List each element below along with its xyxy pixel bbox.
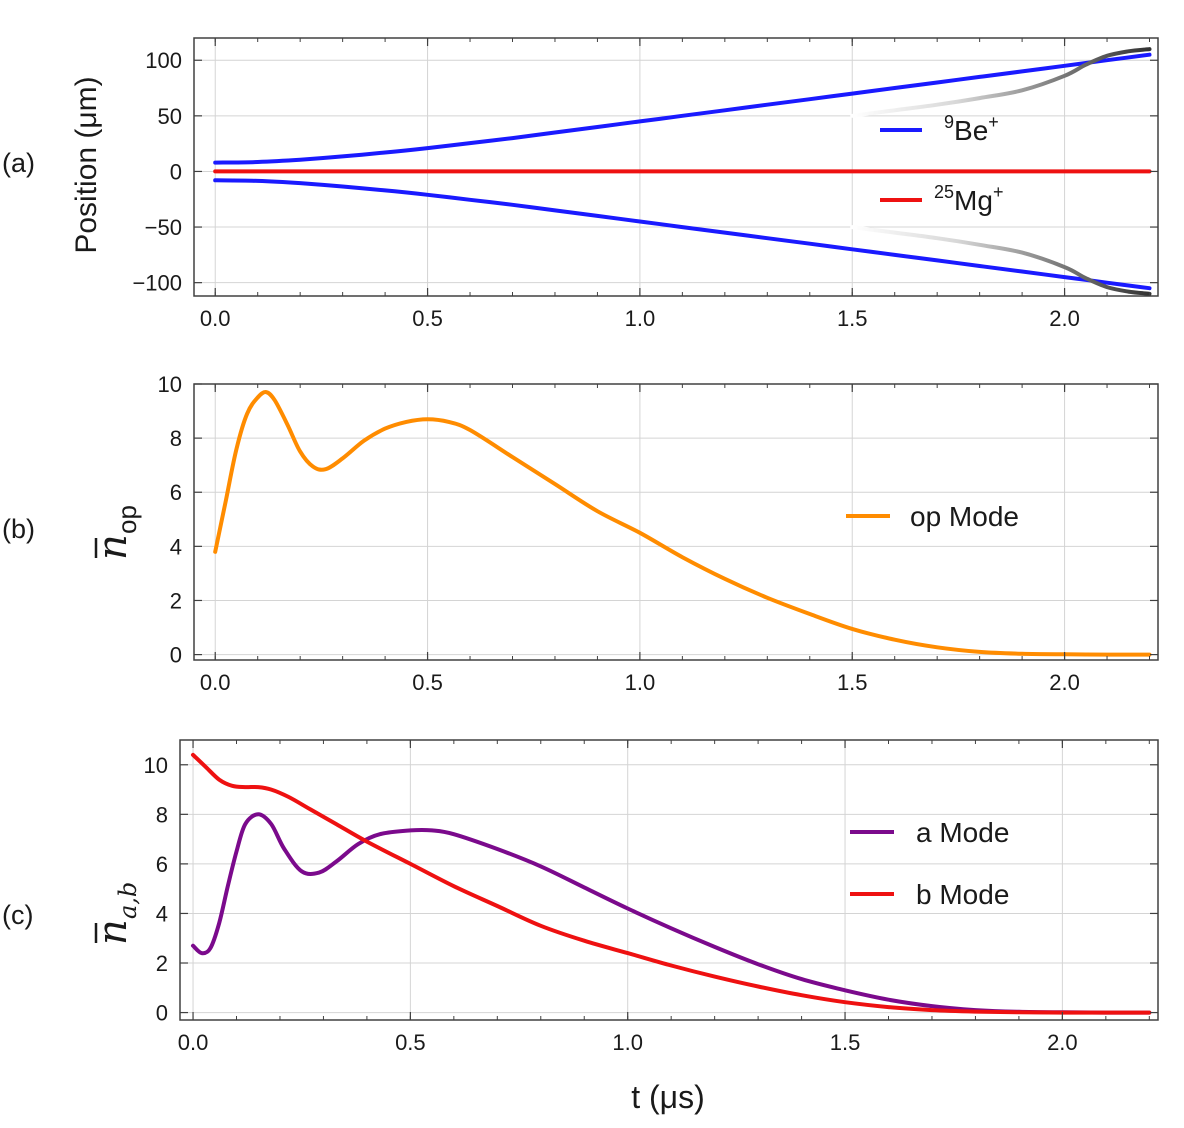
panel-b-label: (b) <box>2 514 35 544</box>
panel-c-ylabel-main: n <box>90 919 136 945</box>
y-tick-label: 0 <box>170 159 182 184</box>
series-line-gray-upper <box>850 47 1152 118</box>
panel-c-ylabel-sub: a,b <box>114 882 142 919</box>
panel-a-ticks: 0.0 0.5 1.0 1.5 2.0 −100 −50 0 50 100 <box>132 38 1158 331</box>
panel-a-frame <box>193 37 1159 297</box>
x-tick-label: 1.5 <box>837 306 868 331</box>
y-tick-label: 100 <box>145 48 182 73</box>
panel-b-ylabel-sub: op <box>112 505 142 534</box>
panel-b-series <box>213 390 1152 657</box>
y-tick-label: 2 <box>156 951 168 976</box>
legend-a-label: a Mode <box>916 817 1009 848</box>
panel-b-legend: op Mode <box>846 501 1019 532</box>
y-tick-label: 6 <box>156 852 168 877</box>
x-tick-label: 0.5 <box>412 670 443 695</box>
y-tick-label: 8 <box>156 802 168 827</box>
x-tick-label: 0.5 <box>412 306 443 331</box>
panel-a-label: (a) <box>2 148 35 178</box>
y-tick-label: 8 <box>170 426 182 451</box>
x-tick-label: 1.5 <box>830 1030 861 1055</box>
panel-a-legend: 9Be+ 25Mg+ <box>880 112 1003 216</box>
y-tick-label: 50 <box>158 104 182 129</box>
y-tick-label: 0 <box>170 643 182 668</box>
x-tick-label: 0.0 <box>200 670 231 695</box>
x-tick-label: 2.0 <box>1047 1030 1078 1055</box>
panel-b-ylabel: n op <box>90 505 142 560</box>
x-tick-label: 1.0 <box>625 306 656 331</box>
y-tick-label: 0 <box>156 1001 168 1026</box>
series-line-b-mode <box>191 752 1152 1015</box>
x-tick-label: 0.0 <box>200 306 231 331</box>
panel-c-ticks: 0.0 0.5 1.0 1.5 2.0 0 2 4 6 8 10 <box>144 740 1158 1055</box>
panel-a-ylabel: Position (μm) <box>70 76 103 253</box>
panel-b: (b) n op 0.0 0.5 1.0 1.5 2.0 0 2 4 6 8 10 op Mode <box>2 372 1159 695</box>
y-tick-label: 4 <box>156 901 168 926</box>
panel-c-series <box>191 752 1152 1015</box>
x-tick-label: 0.5 <box>395 1030 426 1055</box>
series-line-op-mode <box>213 390 1152 657</box>
panel-c-grid <box>180 740 1158 1020</box>
series-line-gray-lower <box>850 225 1152 296</box>
panel-a-grid <box>194 38 1158 296</box>
series-line-9be-upper <box>213 52 1152 165</box>
legend-mg-label: 25Mg+ <box>934 182 1003 216</box>
panel-c: (c) n a,b 0.0 0.5 1.0 1.5 2.0 0 2 4 6 8 10 a Mode … <box>2 739 1159 1115</box>
panel-a-series <box>213 47 1152 296</box>
legend-be-label: 9Be+ <box>944 112 999 146</box>
series-line-9be-lower <box>213 178 1152 291</box>
panel-c-xlabel: t (μs) <box>631 1079 705 1115</box>
panel-c-frame <box>179 739 1159 1021</box>
panel-c-label: (c) <box>2 900 33 930</box>
panel-a: (a) Position (μm) 0.0 0.5 1.0 1.5 2.0 −100 −50… <box>2 37 1159 331</box>
panel-c-legend: a Mode b Mode <box>850 817 1009 910</box>
y-tick-label: −50 <box>145 215 182 240</box>
panel-b-ylabel-main: n <box>90 534 136 560</box>
panel-c-ylabel: n a,b <box>90 882 142 945</box>
x-tick-label: 1.0 <box>612 1030 643 1055</box>
panel-b-ticks: 0.0 0.5 1.0 1.5 2.0 0 2 4 6 8 10 <box>158 372 1158 695</box>
legend-op-label: op Mode <box>910 501 1019 532</box>
y-tick-label: 4 <box>170 534 182 559</box>
y-tick-label: 10 <box>158 372 182 397</box>
x-tick-label: 0.0 <box>178 1030 209 1055</box>
x-tick-label: 2.0 <box>1049 670 1080 695</box>
x-tick-label: 2.0 <box>1049 306 1080 331</box>
x-tick-label: 1.0 <box>625 670 656 695</box>
y-tick-label: 2 <box>170 588 182 613</box>
series-line-a-mode <box>191 812 1152 1015</box>
y-tick-label: 10 <box>144 753 168 778</box>
y-tick-label: 6 <box>170 480 182 505</box>
legend-b-label: b Mode <box>916 879 1009 910</box>
x-tick-label: 1.5 <box>837 670 868 695</box>
y-tick-label: −100 <box>132 271 182 296</box>
panel-b-frame <box>193 383 1159 661</box>
